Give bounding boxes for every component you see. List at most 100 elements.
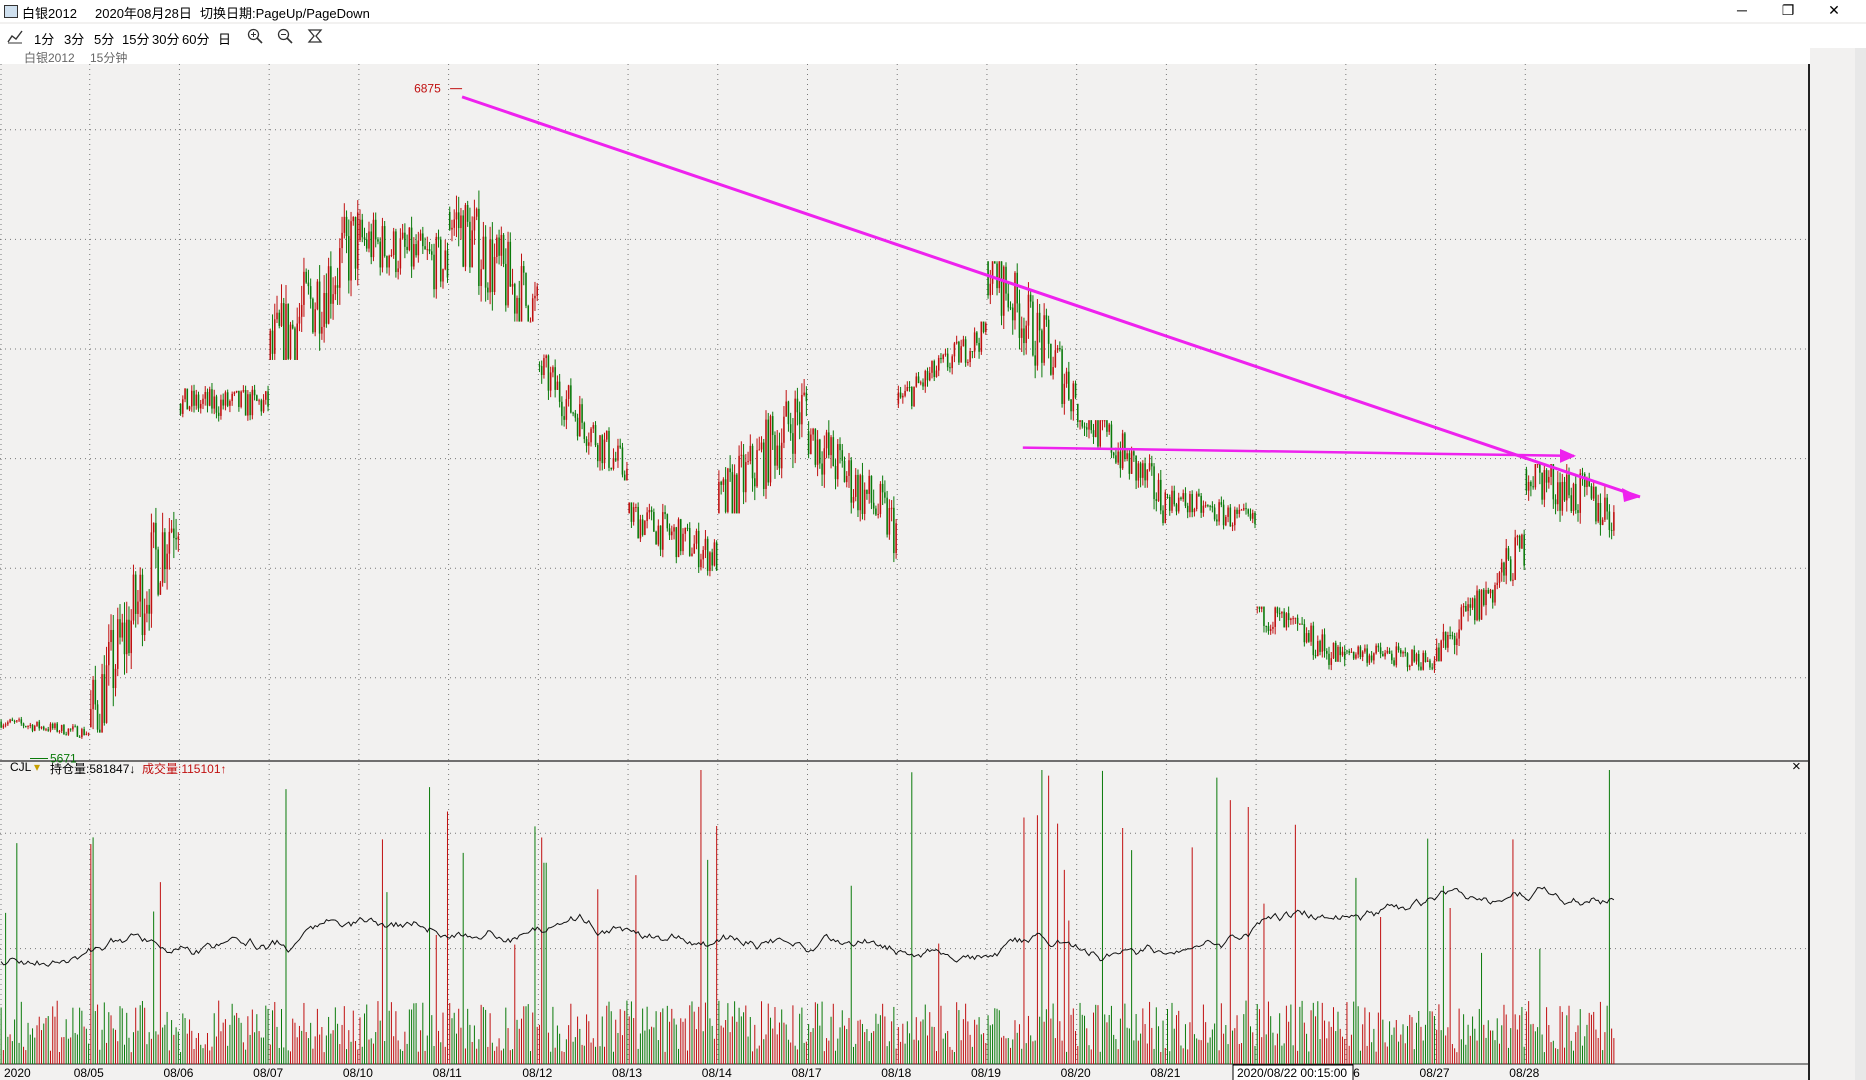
- candle-body: [1164, 492, 1167, 523]
- reset-zoom-icon[interactable]: [306, 27, 324, 45]
- candle-body: [132, 574, 135, 621]
- candle-body: [60, 725, 63, 731]
- candle-body: [415, 244, 417, 256]
- candle-body: [276, 312, 278, 320]
- candle-body: [821, 463, 823, 475]
- candle-body: [475, 208, 478, 217]
- candle-body: [579, 404, 581, 437]
- candle-body: [662, 512, 664, 550]
- candle-body: [904, 390, 906, 396]
- candle-body: [1296, 617, 1299, 624]
- candle-body: [1487, 590, 1490, 594]
- candle-body: [453, 219, 456, 228]
- candle-body: [190, 390, 193, 407]
- candle-body: [1025, 325, 1027, 344]
- candle-body: [1047, 319, 1050, 344]
- candle-body: [742, 454, 745, 493]
- candle-body: [1610, 529, 1613, 531]
- candle-body: [1507, 548, 1510, 560]
- candle-body: [706, 538, 709, 571]
- candle-body: [899, 392, 902, 398]
- candle-body: [928, 372, 931, 381]
- candle-body: [81, 729, 83, 738]
- candle-body: [448, 211, 451, 230]
- line-chart-icon[interactable]: [6, 27, 24, 45]
- candle-body: [22, 723, 25, 727]
- candle-body: [859, 475, 861, 511]
- candle-body: [215, 396, 218, 413]
- candle-body: [478, 208, 480, 287]
- candle-body: [1460, 607, 1463, 630]
- candle-body: [1415, 653, 1418, 662]
- candle-body: [251, 389, 254, 416]
- candle-body: [1234, 509, 1236, 526]
- candle-body: [830, 437, 832, 456]
- candle-body: [204, 391, 207, 399]
- candle-body: [657, 525, 660, 545]
- candle-body: [318, 281, 321, 334]
- candle-body: [1482, 589, 1485, 606]
- candle-body: [442, 269, 444, 282]
- candle-body: [1334, 642, 1337, 662]
- candle-body: [814, 428, 817, 465]
- candle-body: [646, 512, 648, 521]
- candle-body: [1128, 453, 1131, 474]
- candle-body: [410, 227, 413, 267]
- candle-body: [56, 723, 58, 732]
- period-1min[interactable]: 1分: [34, 32, 55, 47]
- candle-body: [617, 445, 619, 461]
- candle-body: [664, 512, 666, 515]
- open-interest-label: 持仓量:581847↓: [50, 762, 136, 776]
- period-day[interactable]: 日: [218, 32, 232, 47]
- close-button[interactable]: ✕: [1828, 2, 1840, 18]
- candle-body: [522, 266, 525, 273]
- candle-body: [408, 227, 411, 250]
- zoom-out-icon[interactable]: [276, 27, 294, 45]
- open-interest-line: [0, 886, 1615, 967]
- time-tick-label: 08/27: [1420, 1066, 1450, 1080]
- zoom-in-icon[interactable]: [246, 27, 264, 45]
- candle-body: [1581, 473, 1584, 475]
- period-5min[interactable]: 5分: [94, 32, 115, 47]
- period-60min[interactable]: 60分: [182, 32, 210, 47]
- minimize-button[interactable]: ─: [1737, 2, 1747, 18]
- period-15min[interactable]: 15分: [122, 32, 150, 47]
- candle-body: [256, 395, 258, 401]
- candle-body: [47, 729, 50, 731]
- candle-body: [1536, 464, 1539, 466]
- chart-area[interactable]: 580060006200640066006800609920万40万202008…: [0, 64, 1810, 1080]
- candle-body: [466, 205, 469, 222]
- candle-body: [666, 514, 669, 529]
- candle-body: [1294, 617, 1297, 619]
- candle-body: [67, 728, 70, 735]
- candle-body: [621, 447, 624, 475]
- vertical-scrollbar[interactable]: [1855, 48, 1866, 1080]
- volume-legend-arrow[interactable]: ▾: [34, 760, 41, 774]
- candle-body: [877, 513, 879, 515]
- candle-body: [1245, 508, 1247, 510]
- period-3min[interactable]: 3分: [64, 32, 85, 47]
- candle-body: [637, 506, 639, 539]
- candle-body: [1339, 646, 1342, 656]
- candle-body: [942, 354, 944, 360]
- candle-body: [1449, 635, 1451, 637]
- candle-body: [1456, 638, 1458, 646]
- candle-body: [105, 665, 108, 723]
- candle-body: [1014, 272, 1016, 321]
- candle-body: [372, 219, 375, 258]
- candle-body: [38, 721, 41, 729]
- candle-body: [1530, 481, 1532, 487]
- candle-body: [819, 439, 821, 464]
- candle-body: [1110, 424, 1113, 453]
- period-30min[interactable]: 30分: [152, 32, 180, 47]
- restore-button[interactable]: ❐: [1781, 2, 1795, 18]
- candle-body: [249, 394, 251, 416]
- candle-body: [834, 465, 837, 480]
- candle-body: [610, 467, 613, 469]
- candle-body: [884, 492, 886, 498]
- candle-body: [890, 507, 893, 509]
- candle-body: [1260, 606, 1263, 609]
- candle-body: [1274, 607, 1276, 627]
- candle-body: [323, 293, 325, 327]
- close-volume-pane-button[interactable]: ×: [1792, 758, 1801, 775]
